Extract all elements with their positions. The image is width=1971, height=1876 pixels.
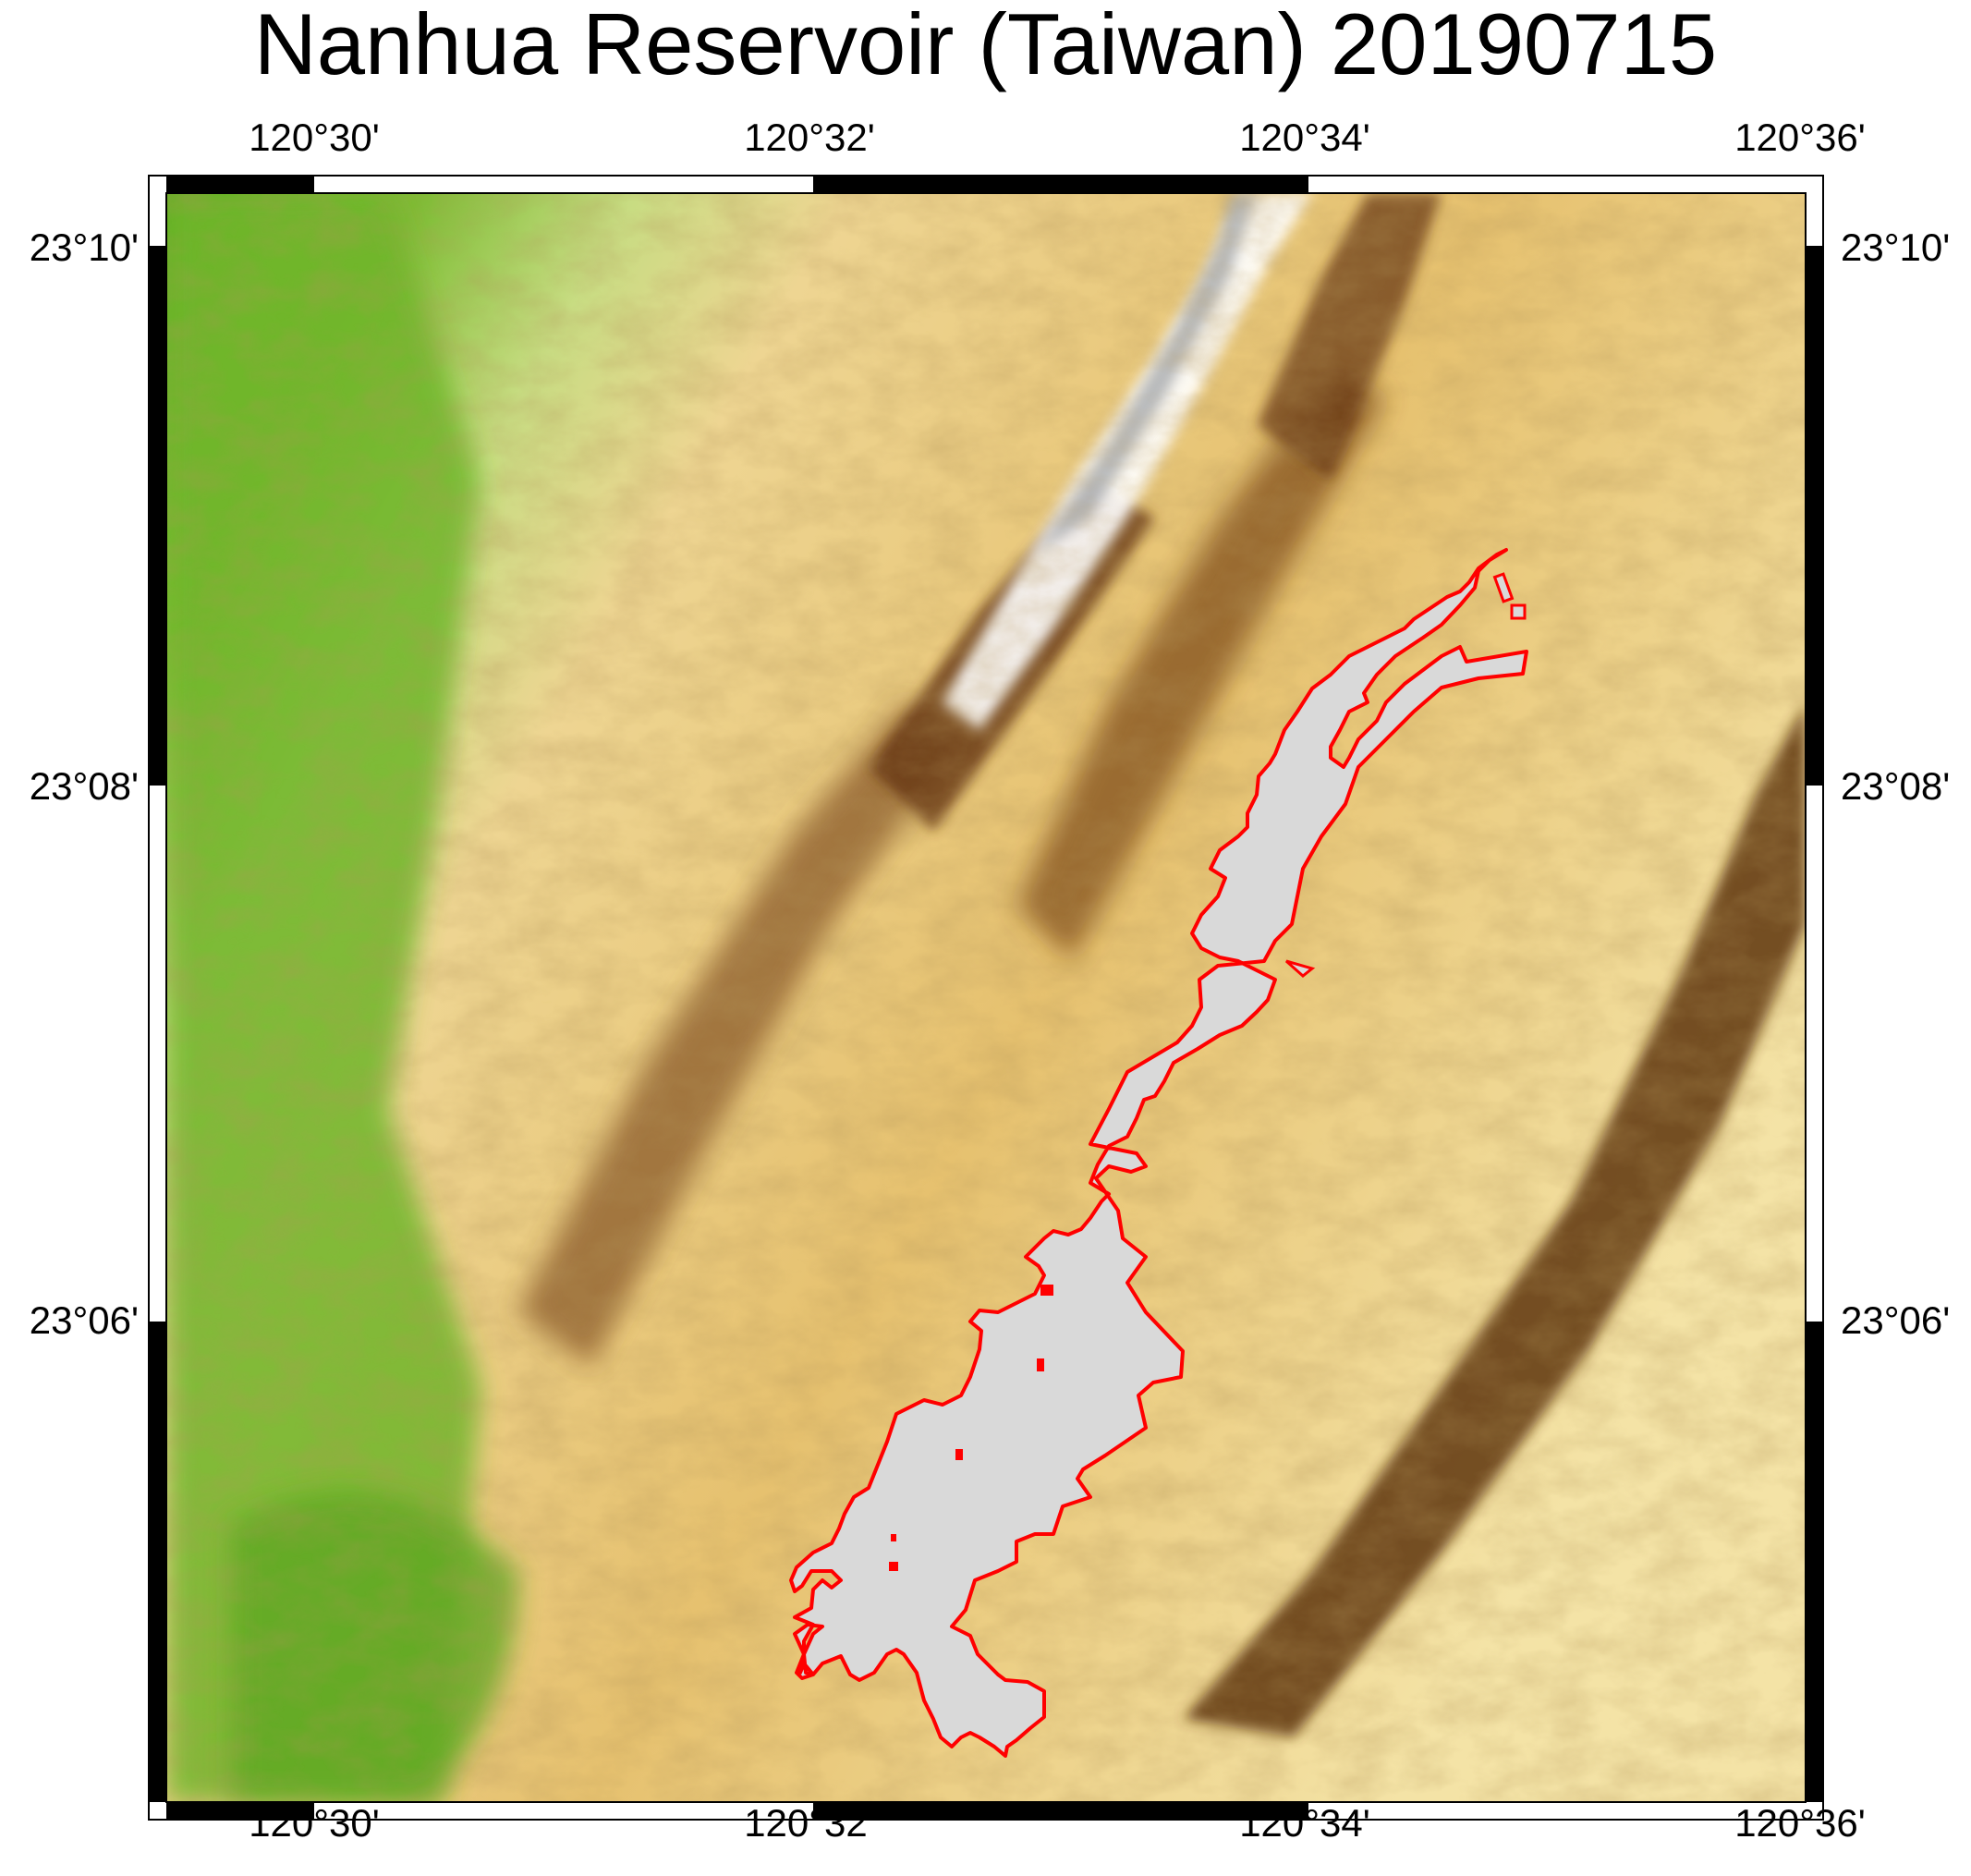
island [889,1562,898,1571]
frame-segment-left [149,1322,166,1802]
lon-label-bottom: 120°36' [1734,1801,1866,1845]
island [955,1449,963,1460]
map-title: Nanhua Reservoir (Taiwan) 20190715 [253,0,1718,92]
frame-segment-bottom [166,1802,314,1820]
island [1037,1358,1044,1371]
lon-label-top: 120°30' [249,116,380,159]
frame-segment-top [166,176,314,193]
frame-segment-bottom [813,1802,1308,1820]
frame-segment-right [1806,246,1823,786]
island [1040,1285,1053,1296]
lat-label-right: 23°08' [1841,764,1951,808]
lat-label-left: 23°10' [29,225,139,269]
inlet [1285,959,1316,978]
reservoir [789,548,1528,1758]
lon-label-top: 120°36' [1734,116,1866,159]
frame-segment-left [149,246,166,786]
lat-label-left: 23°08' [29,764,139,808]
frame-segment-right [1806,1322,1823,1802]
lat-label-left: 23°06' [29,1298,139,1342]
map-frame [148,175,1824,1821]
pool-north-2 [1510,603,1527,620]
lat-label-right: 23°06' [1841,1298,1951,1342]
lon-label-top: 120°34' [1239,116,1370,159]
pool-north [1492,572,1515,603]
frame-segment-top [813,176,1308,193]
island [891,1534,896,1541]
lon-label-top: 120°32' [744,116,875,159]
reservoir-outline [789,548,1528,1758]
lat-label-right: 23°10' [1841,225,1951,269]
